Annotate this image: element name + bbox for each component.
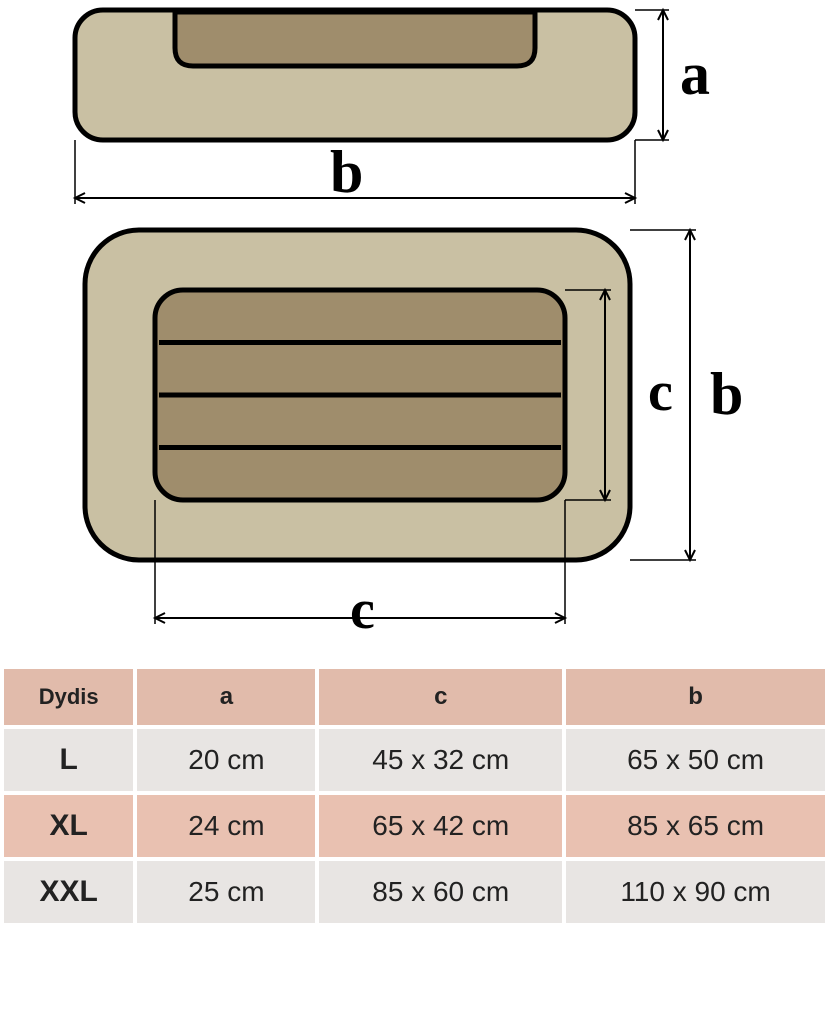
value-cell: 65 x 42 cm	[319, 795, 562, 857]
dim-label-b-right: b	[710, 360, 743, 429]
col-header-dydis: Dydis	[4, 669, 133, 725]
col-header-b: b	[566, 669, 825, 725]
value-cell: 20 cm	[137, 729, 315, 791]
dim-label-c-bottom: c	[350, 578, 375, 642]
size-cell: XL	[4, 795, 133, 857]
dim-label-b-top: b	[330, 138, 363, 207]
value-cell: 85 x 60 cm	[319, 861, 562, 923]
table-row: L20 cm45 x 32 cm65 x 50 cm	[4, 729, 825, 791]
value-cell: 24 cm	[137, 795, 315, 857]
dim-label-c-right: c	[648, 360, 673, 424]
size-table: DydisacbL20 cm45 x 32 cm65 x 50 cmXL24 c…	[0, 665, 829, 927]
value-cell: 85 x 65 cm	[566, 795, 825, 857]
size-table-area: DydisacbL20 cm45 x 32 cm65 x 50 cmXL24 c…	[0, 665, 829, 927]
value-cell: 110 x 90 cm	[566, 861, 825, 923]
value-cell: 65 x 50 cm	[566, 729, 825, 791]
col-header-a: a	[137, 669, 315, 725]
diagram-area: a b c b c	[0, 0, 829, 660]
col-header-c: c	[319, 669, 562, 725]
page-root: a b c b c DydisacbL20 cm45 x 32 cm65 x 5…	[0, 0, 829, 1024]
table-header-row: Dydisacb	[4, 669, 825, 725]
table-row: XXL25 cm85 x 60 cm110 x 90 cm	[4, 861, 825, 923]
value-cell: 45 x 32 cm	[319, 729, 562, 791]
value-cell: 25 cm	[137, 861, 315, 923]
table-row: XL24 cm65 x 42 cm85 x 65 cm	[4, 795, 825, 857]
size-cell: XXL	[4, 861, 133, 923]
size-cell: L	[4, 729, 133, 791]
dim-label-a: a	[680, 40, 710, 109]
